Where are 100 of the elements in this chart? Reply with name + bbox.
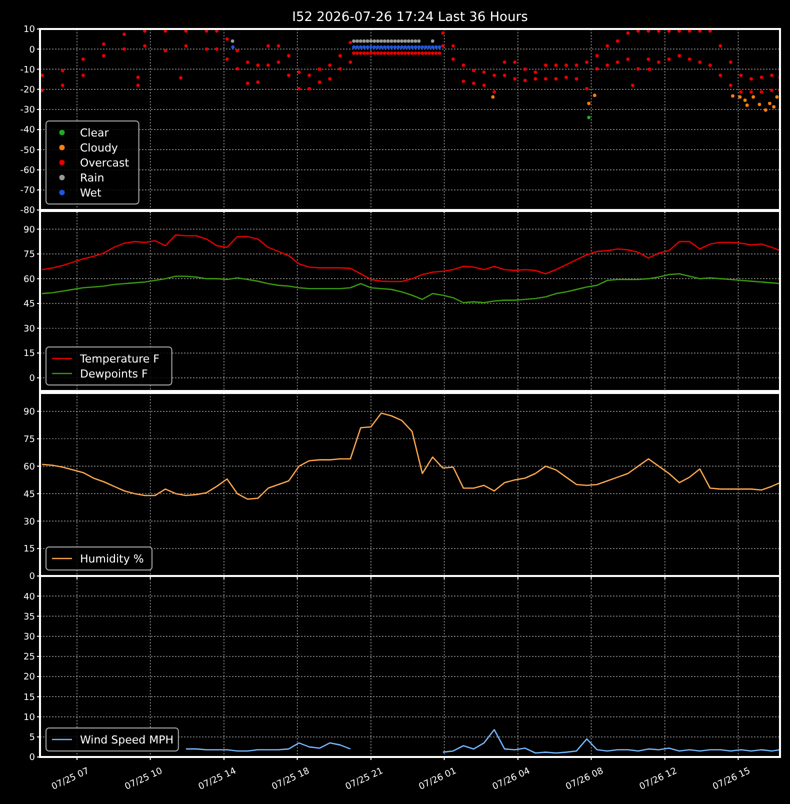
y-tick-label: 15 [24, 692, 35, 703]
y-tick-label: -10 [20, 65, 36, 76]
point [231, 45, 235, 49]
y-tick-label: 20 [24, 672, 36, 683]
point [382, 39, 386, 43]
point [430, 45, 434, 49]
y-tick-label: 45 [24, 490, 35, 500]
point [390, 39, 394, 43]
point [438, 45, 442, 49]
point [768, 102, 772, 106]
point [752, 95, 755, 99]
y-tick-label: 90 [24, 225, 36, 236]
legend-label: Cloudy [80, 141, 118, 154]
point [414, 45, 418, 49]
line-series [41, 412, 780, 500]
y-tick-label: 0 [29, 572, 36, 582]
y-tick-label: 75 [24, 434, 35, 445]
y-tick-label: 90 [24, 407, 36, 418]
point [362, 39, 366, 43]
legend-label: Wind Speed MPH [80, 733, 174, 746]
line-series [41, 234, 780, 282]
legend-label: Dewpoints F [80, 367, 148, 380]
point [410, 39, 414, 43]
y-tick-label: 60 [24, 274, 36, 285]
legend-label: Wet [80, 186, 102, 200]
point [406, 39, 410, 43]
y-tick-label: 30 [24, 632, 36, 642]
point [417, 39, 421, 43]
point [386, 45, 390, 49]
point [358, 45, 362, 49]
point [491, 95, 495, 99]
point [731, 94, 734, 98]
point [745, 104, 749, 107]
y-tick-label: 45 [24, 300, 35, 310]
y-tick-label: -60 [20, 166, 36, 176]
point [417, 45, 421, 49]
point [587, 102, 591, 106]
point [372, 45, 376, 49]
point [356, 45, 359, 49]
point [358, 39, 362, 43]
line-series [41, 273, 780, 304]
legend-label: Humidity % [80, 552, 144, 566]
point [420, 45, 424, 49]
point [386, 39, 390, 43]
point [758, 102, 762, 106]
point [738, 95, 742, 99]
point [424, 45, 428, 49]
point [356, 39, 359, 43]
y-tick-label: 60 [24, 462, 36, 472]
point [772, 105, 776, 109]
y-tick-label: -80 [20, 206, 36, 216]
y-tick-label: 30 [24, 517, 36, 528]
point [587, 116, 591, 120]
y-tick-label: 75 [24, 250, 35, 260]
point [414, 39, 418, 43]
y-tick-label: 15 [24, 349, 35, 360]
point [775, 95, 779, 99]
point [230, 39, 234, 43]
point [410, 45, 414, 49]
y-tick-label: 15 [24, 544, 35, 555]
legend-label: Clear [80, 126, 110, 140]
y-tick-label: -70 [20, 186, 36, 196]
y-tick-label: 40 [24, 592, 36, 602]
point [764, 108, 768, 112]
point [366, 39, 370, 43]
point [396, 39, 400, 43]
legend-label: Overcast [80, 156, 130, 170]
point [396, 45, 400, 49]
point [380, 39, 383, 43]
legend-label: Rain [80, 171, 104, 184]
point [369, 45, 373, 49]
point [369, 39, 373, 43]
y-tick-label: -30 [20, 106, 36, 116]
y-tick-label: -40 [20, 126, 36, 136]
y-tick-label: 25 [24, 652, 35, 663]
point [393, 39, 397, 43]
point [430, 39, 434, 43]
y-tick-label: -50 [20, 146, 36, 156]
point [390, 45, 394, 49]
point [400, 39, 404, 43]
y-tick-label: 0 [29, 374, 36, 384]
point [366, 45, 370, 49]
legend-label: Temperature F [79, 352, 160, 366]
point [376, 39, 380, 43]
point [393, 45, 397, 49]
y-tick-label: -20 [20, 85, 36, 96]
chart-title: I52 2026-07-26 17:24 Last 36 Hours [292, 10, 528, 25]
y-tick-label: 30 [24, 324, 36, 334]
point [434, 45, 438, 49]
point [400, 45, 404, 49]
point [376, 45, 380, 49]
point [372, 39, 376, 43]
y-tick-label: 10 [24, 712, 36, 723]
point [382, 45, 386, 49]
point [352, 39, 356, 43]
point [362, 45, 366, 49]
y-tick-label: 0 [29, 45, 36, 56]
y-tick-label: 10 [24, 25, 36, 36]
point [404, 45, 407, 49]
y-tick-label: 0 [29, 753, 36, 764]
